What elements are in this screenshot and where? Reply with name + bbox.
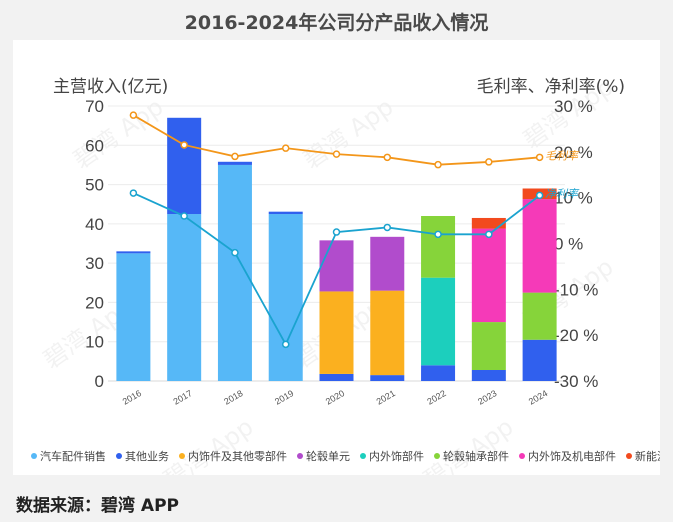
bar-segment: [167, 117, 202, 215]
bar-segment: [268, 214, 303, 381]
watermark: 碧湾 App: [158, 413, 258, 475]
line-point: [383, 153, 392, 162]
bar-segment: [370, 290, 405, 376]
bar-segment: [522, 339, 557, 381]
chart-title: 2016-2024年公司分产品收入情况: [184, 12, 489, 34]
legend-marker: [116, 453, 122, 459]
y-tick-label: 50: [85, 176, 104, 195]
line-point: [231, 248, 239, 257]
line-point: [231, 152, 239, 161]
y-tick-label: 10: [85, 333, 104, 352]
bar-segment: [319, 373, 354, 381]
watermark: 碧湾 App: [298, 93, 398, 175]
bar-segment: [167, 214, 202, 381]
line-point: [180, 212, 188, 220]
x-tick-label: 2018: [222, 388, 244, 407]
bar-segment: [421, 365, 456, 381]
bar-segment: [421, 277, 456, 366]
x-tick-label: 2021: [375, 388, 397, 407]
bar-segment: [421, 216, 456, 278]
legend-marker: [519, 453, 525, 459]
bar-segment: [471, 217, 506, 229]
y-tick-label: 40: [85, 215, 104, 234]
y2-tick-label: -10 %: [554, 280, 598, 299]
bar-segment: [116, 251, 151, 254]
x-tick-label: 2022: [425, 388, 447, 407]
y2-tick-label: 0 %: [554, 235, 583, 254]
y2-tick-label: -30 %: [554, 372, 598, 391]
y-tick-label: 0: [95, 372, 104, 391]
x-tick-label: 2023: [476, 388, 498, 407]
bar-segment: [370, 236, 405, 291]
line-label: 净利率: [545, 187, 580, 200]
line-point: [281, 340, 290, 349]
legend-marker: [434, 453, 440, 459]
y2-tick-label: 30 %: [554, 97, 593, 116]
line-point: [332, 150, 341, 158]
bar-segment: [319, 291, 354, 374]
line-point: [281, 144, 290, 152]
line-point: [332, 228, 341, 236]
bar-segment: [370, 375, 405, 381]
line-point: [485, 158, 493, 166]
x-tick-label: 2016: [121, 388, 143, 407]
legend-label: 内饰件及其他零部件: [188, 449, 287, 463]
legend-label: 其他业务: [125, 450, 169, 463]
y2-tick-label: 10 %: [554, 189, 593, 208]
legend-label: 汽车配件销售: [40, 449, 106, 463]
legend-marker: [31, 453, 37, 459]
data-source: 数据来源：碧湾 APP: [16, 496, 179, 516]
y-axis-title: 主营收入(亿元): [53, 77, 168, 97]
line-point: [180, 141, 188, 149]
watermark: 碧湾 App: [68, 93, 168, 175]
legend-label: 内外饰及机电部件: [528, 449, 616, 463]
watermark: 碧湾 App: [418, 413, 518, 475]
line-point: [535, 191, 544, 200]
legend-label: 轮毂单元: [306, 449, 350, 463]
x-tick-label: 2017: [171, 388, 193, 407]
line-point: [434, 160, 442, 169]
line-point: [129, 111, 138, 119]
bar-segment: [116, 253, 151, 381]
y-tick-label: 30: [85, 254, 104, 273]
legend-marker: [179, 453, 185, 459]
line-point: [535, 153, 544, 162]
bar-segment: [471, 228, 506, 323]
line-point: [434, 230, 442, 239]
chart-panel: 碧湾 App 碧湾 App 碧湾 App 碧湾 App 碧湾 App 碧湾 App 碧湾 A…: [13, 40, 660, 475]
line-point: [383, 223, 392, 232]
line-label: 毛利率: [545, 149, 580, 162]
x-tick-label: 2019: [273, 388, 295, 407]
bar-segment: [471, 370, 506, 381]
y2-tick-label: -20 %: [554, 326, 598, 345]
legend-marker: [297, 453, 303, 459]
bar-segment: [471, 322, 506, 370]
line-point: [129, 189, 138, 197]
legend-marker: [360, 453, 366, 459]
line-point: [485, 230, 493, 239]
y2-tick-label: 20 %: [554, 143, 593, 162]
bar-segment: [319, 240, 354, 292]
legend-label: 内外饰部件: [369, 449, 424, 463]
bar-segment: [522, 292, 557, 340]
legend-label: 新能源电机: [635, 449, 660, 463]
bar-segment: [522, 199, 557, 293]
legend-marker: [626, 453, 632, 459]
bar-segment: [268, 211, 303, 215]
y-tick-label: 20: [85, 293, 104, 312]
y-tick-label: 70: [85, 97, 104, 116]
y2-axis-title: 毛利率、净利率(%): [477, 77, 625, 97]
x-tick-label: 2024: [527, 388, 549, 407]
y-tick-label: 60: [85, 136, 104, 155]
x-tick-label: 2020: [324, 388, 346, 407]
bar-segment: [217, 161, 252, 165]
legend-label: 轮毂轴承部件: [443, 449, 509, 463]
